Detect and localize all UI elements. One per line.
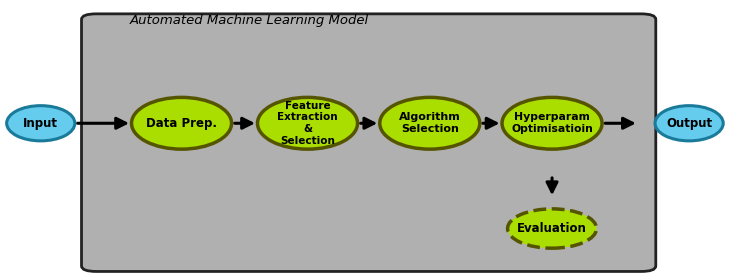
Ellipse shape [131, 98, 231, 149]
Ellipse shape [258, 98, 357, 149]
Ellipse shape [7, 106, 75, 141]
Text: Algorithm
Selection: Algorithm Selection [399, 112, 461, 134]
Text: Data Prep.: Data Prep. [146, 117, 217, 130]
Text: Automated Machine Learning Model: Automated Machine Learning Model [130, 14, 369, 27]
Text: Feature
Extraction
&
Selection: Feature Extraction & Selection [277, 101, 338, 146]
Text: Evaluation: Evaluation [517, 222, 587, 235]
Ellipse shape [508, 209, 597, 248]
Ellipse shape [502, 98, 602, 149]
Text: Output: Output [666, 117, 712, 130]
FancyBboxPatch shape [82, 14, 656, 271]
Text: Hyperparam
Optimisatioin: Hyperparam Optimisatioin [511, 112, 593, 134]
Ellipse shape [655, 106, 723, 141]
Text: Input: Input [23, 117, 59, 130]
Ellipse shape [379, 98, 480, 149]
